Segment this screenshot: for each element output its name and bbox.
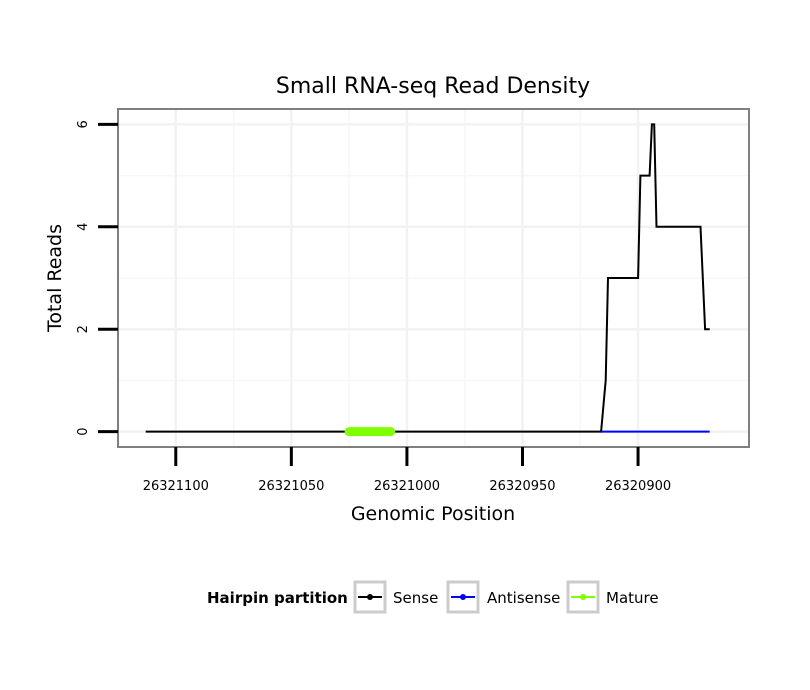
legend-key-mature-point: [580, 594, 586, 600]
legend-label-antisense: Antisense: [487, 589, 560, 607]
series-line-sense: [145, 123, 710, 433]
plot-panel-border: [117, 108, 750, 448]
y-axis-label: Total Reads: [44, 224, 66, 333]
y-tick-label: 2: [76, 325, 91, 333]
legend: Hairpin partition Sense Antisense Mature: [207, 580, 659, 614]
x-axis: 26321100 26321050 26321000 26320950 26320900: [143, 447, 671, 494]
series-layer: [145, 123, 710, 437]
x-tick-label: 26320900: [605, 479, 671, 494]
x-tick-label: 26320950: [489, 479, 555, 494]
y-axis: 0 2 4 6: [76, 120, 118, 436]
legend-key-sense-point: [367, 594, 373, 600]
legend-label-sense: Sense: [393, 589, 438, 607]
x-axis-label: Genomic Position: [351, 503, 515, 525]
y-tick-label: 4: [76, 223, 91, 231]
x-tick-label: 26321050: [258, 479, 324, 494]
chart-title: Small RNA-seq Read Density: [276, 74, 590, 99]
y-tick-label: 0: [76, 427, 91, 435]
x-tick-label: 26321100: [143, 479, 209, 494]
legend-key-mature: [566, 580, 600, 614]
legend-title: Hairpin partition: [207, 589, 348, 607]
y-tick-label: 6: [76, 120, 91, 128]
legend-label-mature: Mature: [606, 589, 659, 607]
legend-key-antisense-point: [460, 594, 466, 600]
x-tick-label: 26321000: [374, 479, 440, 494]
